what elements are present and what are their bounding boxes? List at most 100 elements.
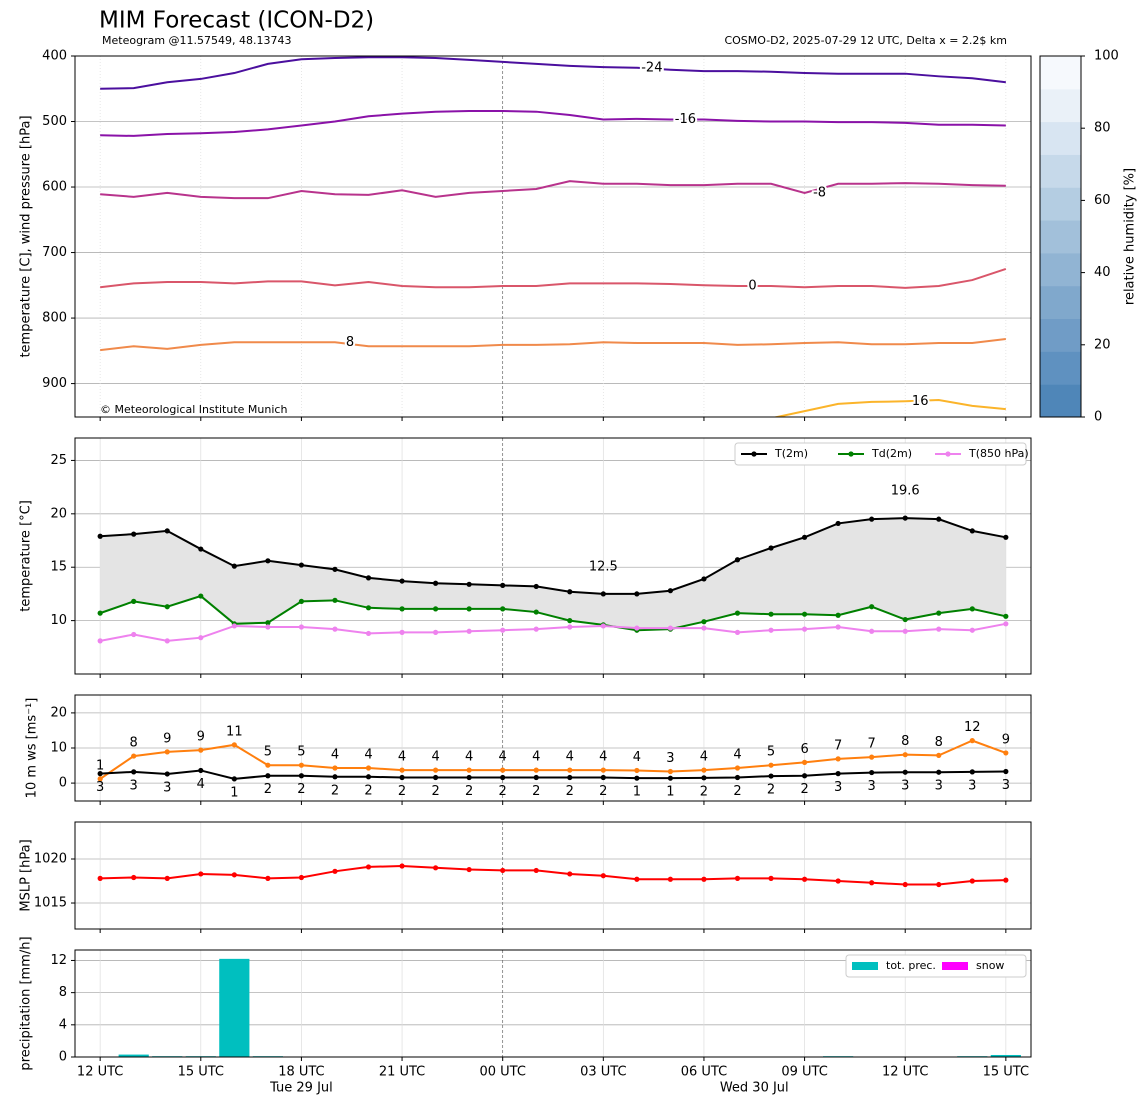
- point: [634, 775, 640, 781]
- point: [432, 767, 439, 773]
- colorbar-block: [1040, 56, 1081, 90]
- point: [835, 771, 841, 777]
- point: [231, 623, 237, 629]
- point: [835, 878, 841, 884]
- point: [298, 773, 305, 779]
- point: [533, 867, 539, 874]
- point: [835, 756, 841, 762]
- colorbar-tick-label: 100: [1094, 49, 1119, 64]
- value-label: 4: [700, 750, 708, 765]
- point: [567, 589, 573, 595]
- point: [634, 767, 640, 774]
- point: [667, 588, 674, 594]
- point: [902, 616, 908, 623]
- point: [734, 875, 741, 881]
- point: [835, 520, 841, 527]
- x-tick-label: 06 UTC: [681, 1065, 727, 1080]
- point: [634, 625, 640, 631]
- value-label: 2: [297, 782, 305, 797]
- frame: [74, 821, 1032, 930]
- contour-label: -24: [641, 60, 662, 75]
- point: [533, 626, 539, 632]
- point: [533, 774, 539, 781]
- point: [835, 612, 841, 618]
- point: [432, 865, 439, 871]
- value-label: 3: [968, 778, 976, 793]
- frame: [74, 949, 1032, 1058]
- y-tick-label: 700: [42, 245, 67, 260]
- x-tick-label: 03 UTC: [580, 1065, 626, 1080]
- point: [969, 627, 975, 633]
- y-tick-label: 20: [50, 506, 67, 521]
- value-label: 2: [465, 784, 473, 799]
- point: [466, 606, 472, 612]
- value-label: 3: [868, 779, 876, 794]
- x-tick-label: 18 UTC: [278, 1065, 324, 1080]
- point: [432, 580, 439, 586]
- point: [131, 598, 137, 604]
- plot-area: -24 -16 -8 0 8 16: [100, 56, 1007, 417]
- point: [936, 516, 942, 522]
- point: [97, 610, 103, 616]
- y-tick-label: 4: [59, 1017, 67, 1032]
- colorbar-label: relative humidity [%]: [1123, 168, 1138, 305]
- contour-label: 8: [346, 335, 354, 350]
- legend-marker: [751, 451, 757, 457]
- y-tick-label: 10: [50, 613, 67, 628]
- point: [869, 880, 875, 886]
- point: [869, 604, 875, 610]
- colorbar-block: [1040, 318, 1081, 352]
- frame: [74, 437, 1032, 675]
- value-label: 2: [431, 784, 439, 799]
- y-tick-label: 12: [50, 953, 67, 968]
- value-label: 9: [1002, 732, 1010, 747]
- y-tick-label: 600: [42, 180, 67, 195]
- point: [432, 629, 439, 635]
- contour-label: -16: [675, 112, 696, 127]
- point: [667, 768, 674, 775]
- value-label: 3: [901, 779, 909, 794]
- point: [1003, 621, 1009, 627]
- point: [533, 583, 539, 590]
- point: [701, 767, 707, 773]
- value-label: 2: [398, 784, 406, 799]
- plot-area: [97, 863, 1009, 888]
- x-tick-label: 12 UTC: [882, 1065, 928, 1080]
- point: [97, 776, 103, 782]
- point: [969, 769, 975, 775]
- point: [131, 631, 137, 638]
- point: [734, 557, 741, 563]
- line: [100, 338, 1006, 352]
- x-tick-label: 00 UTC: [479, 1065, 525, 1080]
- value-label: 4: [465, 750, 473, 765]
- value-label: 5: [767, 745, 775, 760]
- line: [99, 594, 1007, 632]
- y-tick-label: 8: [59, 985, 67, 1000]
- point: [801, 626, 808, 632]
- value-label: 4: [499, 750, 507, 765]
- point: [432, 774, 439, 781]
- legend-label: T(2m): [774, 447, 808, 460]
- colorbar-tick-label: 40: [1094, 265, 1111, 280]
- point: [131, 769, 137, 775]
- point: [600, 873, 606, 879]
- point: [533, 609, 539, 615]
- legend-label: snow: [976, 959, 1004, 972]
- point: [265, 875, 271, 881]
- point: [164, 771, 170, 777]
- point: [667, 775, 674, 781]
- point: [969, 606, 975, 612]
- title: MIM Forecast (ICON-D2): [99, 8, 374, 34]
- point: [835, 624, 841, 630]
- annotation: 12.5: [589, 559, 618, 574]
- point: [801, 759, 808, 765]
- point: [466, 774, 472, 781]
- legend-swatch: [942, 962, 968, 970]
- value-label: 9: [197, 730, 205, 745]
- line: [100, 517, 1007, 595]
- colorbar-block: [1040, 252, 1081, 287]
- colorbar-tick-label: 80: [1094, 121, 1111, 136]
- point: [131, 753, 137, 759]
